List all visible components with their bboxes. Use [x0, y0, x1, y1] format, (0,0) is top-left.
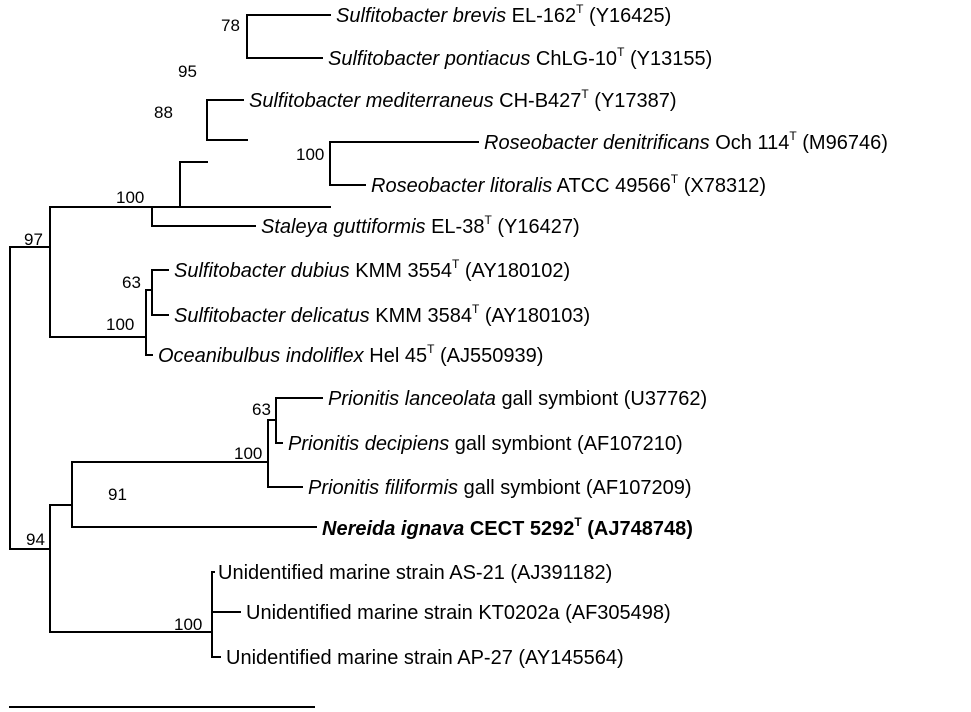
species-name: Oceanibulbus indoliflex	[158, 345, 365, 367]
type-strain-mark: T	[484, 213, 492, 227]
species-name: Staleya guttiformis	[261, 216, 426, 238]
accession-number: (AJ550939)	[434, 345, 543, 367]
accession-number: (AF107210)	[577, 433, 683, 455]
type-strain-mark: T	[472, 302, 480, 316]
species-name: Sulfitobacter dubius	[174, 260, 350, 282]
bootstrap-values: 78 95 88 100 100 97 63 100 63 100 91 94 100	[24, 16, 324, 634]
type-strain-mark: T	[576, 2, 584, 16]
leaf-label-u2: Unidentified marine strain KT0202a (AF30…	[246, 602, 671, 624]
strain-name: CECT 5292	[470, 518, 575, 540]
bootstrap-n95: 95	[178, 62, 197, 81]
accession-number: (Y16425)	[583, 5, 671, 27]
accession-number: (X78312)	[678, 175, 766, 197]
accession-number: (AY145564)	[518, 647, 623, 669]
bootstrap-n97: 97	[24, 230, 43, 249]
leaf-label-oi: Oceanibulbus indoliflex Hel 45T (AJ55093…	[158, 342, 543, 367]
species-name: Sulfitobacter mediterraneus	[249, 90, 494, 112]
bootstrap-n100-prio: 100	[234, 444, 262, 463]
species-name: Sulfitobacter brevis	[336, 5, 506, 27]
leaf-label-pl: Prionitis lanceolata gall symbiont (U377…	[328, 388, 707, 410]
species-name: Sulfitobacter pontiacus	[328, 48, 530, 70]
bootstrap-n100-roseo: 100	[296, 145, 324, 164]
leaf-label-sm: Sulfitobacter mediterraneus CH-B427T (Y1…	[249, 87, 677, 112]
bootstrap-n100-a: 100	[116, 188, 144, 207]
leaf-label-sb: Sulfitobacter brevis EL-162T (Y16425)	[336, 2, 671, 27]
leaf-label-sg: Staleya guttiformis EL-38T (Y16427)	[261, 213, 580, 238]
strain-name: gall symbiont	[455, 433, 572, 455]
strain-name: EL-38	[431, 216, 484, 238]
leaf-label-pf: Prionitis filiformis gall symbiont (AF10…	[308, 477, 692, 499]
bootstrap-n63-sulf: 63	[122, 273, 141, 292]
bootstrap-n78: 78	[221, 16, 240, 35]
strain-name: KMM 3554	[355, 260, 452, 282]
accession-number: (Y16427)	[492, 216, 580, 238]
leaf-label-sdu: Sulfitobacter dubius KMM 3554T (AY180102…	[174, 257, 570, 282]
tree-branches	[9, 14, 479, 658]
type-strain-mark: T	[789, 129, 797, 143]
strain-name: EL-162	[512, 5, 577, 27]
bootstrap-n100-sulf: 100	[106, 315, 134, 334]
accession-number: (U37762)	[624, 388, 707, 410]
strain-name: Hel 45	[369, 345, 427, 367]
leaf-label-sde: Sulfitobacter delicatus KMM 3584T (AY180…	[174, 302, 590, 327]
type-strain-mark: T	[581, 87, 589, 101]
strain-name: ATCC 49566	[557, 175, 671, 197]
strain-name: KMM 3584	[375, 305, 472, 327]
species-name: Nereida ignava	[322, 518, 464, 540]
leaf-label-u1: Unidentified marine strain AS-21 (AJ3911…	[218, 562, 612, 584]
bootstrap-n91: 91	[108, 485, 127, 504]
bootstrap-n100-unid: 100	[174, 615, 202, 634]
strain-name: Unidentified marine strain AS-21	[218, 562, 505, 584]
species-name: Prionitis filiformis	[308, 477, 458, 499]
leaf-label-sp: Sulfitobacter pontiacus ChLG-10T (Y13155…	[328, 45, 712, 70]
leaf-label-rl: Roseobacter litoralis ATCC 49566T (X7831…	[371, 172, 766, 197]
strain-name: Och 114	[715, 132, 789, 154]
species-name: Roseobacter litoralis	[371, 175, 552, 197]
accession-number: (M96746)	[797, 132, 888, 154]
bootstrap-n94: 94	[26, 530, 45, 549]
accession-number: (AJ391182)	[510, 562, 612, 584]
accession-number: (Y17387)	[589, 90, 677, 112]
leaf-label-u3: Unidentified marine strain AP-27 (AY1455…	[226, 647, 624, 669]
type-strain-mark: T	[671, 172, 679, 186]
leaf-label-rd: Roseobacter denitrificans Och 114T (M967…	[484, 129, 888, 154]
type-strain-mark: T	[427, 342, 435, 356]
type-strain-mark: T	[617, 45, 625, 59]
accession-number: (AF305498)	[565, 602, 671, 624]
species-name: Prionitis lanceolata	[328, 388, 496, 410]
accession-number: (Y13155)	[624, 48, 712, 70]
bootstrap-n63-prio: 63	[252, 400, 271, 419]
species-name: Roseobacter denitrificans	[484, 132, 710, 154]
accession-number: (AY180102)	[459, 260, 570, 282]
strain-name: ChLG-10	[536, 48, 617, 70]
strain-name: gall symbiont	[501, 388, 618, 410]
species-name: Sulfitobacter delicatus	[174, 305, 370, 327]
species-name: Prionitis decipiens	[288, 433, 449, 455]
strain-name: Unidentified marine strain KT0202a	[246, 602, 560, 624]
strain-name: gall symbiont	[464, 477, 581, 499]
strain-name: CH-B427	[499, 90, 581, 112]
strain-name: Unidentified marine strain AP-27	[226, 647, 513, 669]
type-strain-mark: T	[452, 257, 460, 271]
bootstrap-n88: 88	[154, 103, 173, 122]
accession-number: (AY180103)	[479, 305, 590, 327]
accession-number: (AJ748748)	[582, 518, 693, 540]
leaf-label-pd: Prionitis decipiens gall symbiont (AF107…	[288, 433, 683, 455]
leaf-label-ni: Nereida ignava CECT 5292T (AJ748748)	[322, 515, 693, 540]
type-strain-mark: T	[574, 515, 582, 529]
leaf-labels: Sulfitobacter brevis EL-162T (Y16425)Sul…	[158, 2, 888, 669]
accession-number: (AF107209)	[586, 477, 692, 499]
